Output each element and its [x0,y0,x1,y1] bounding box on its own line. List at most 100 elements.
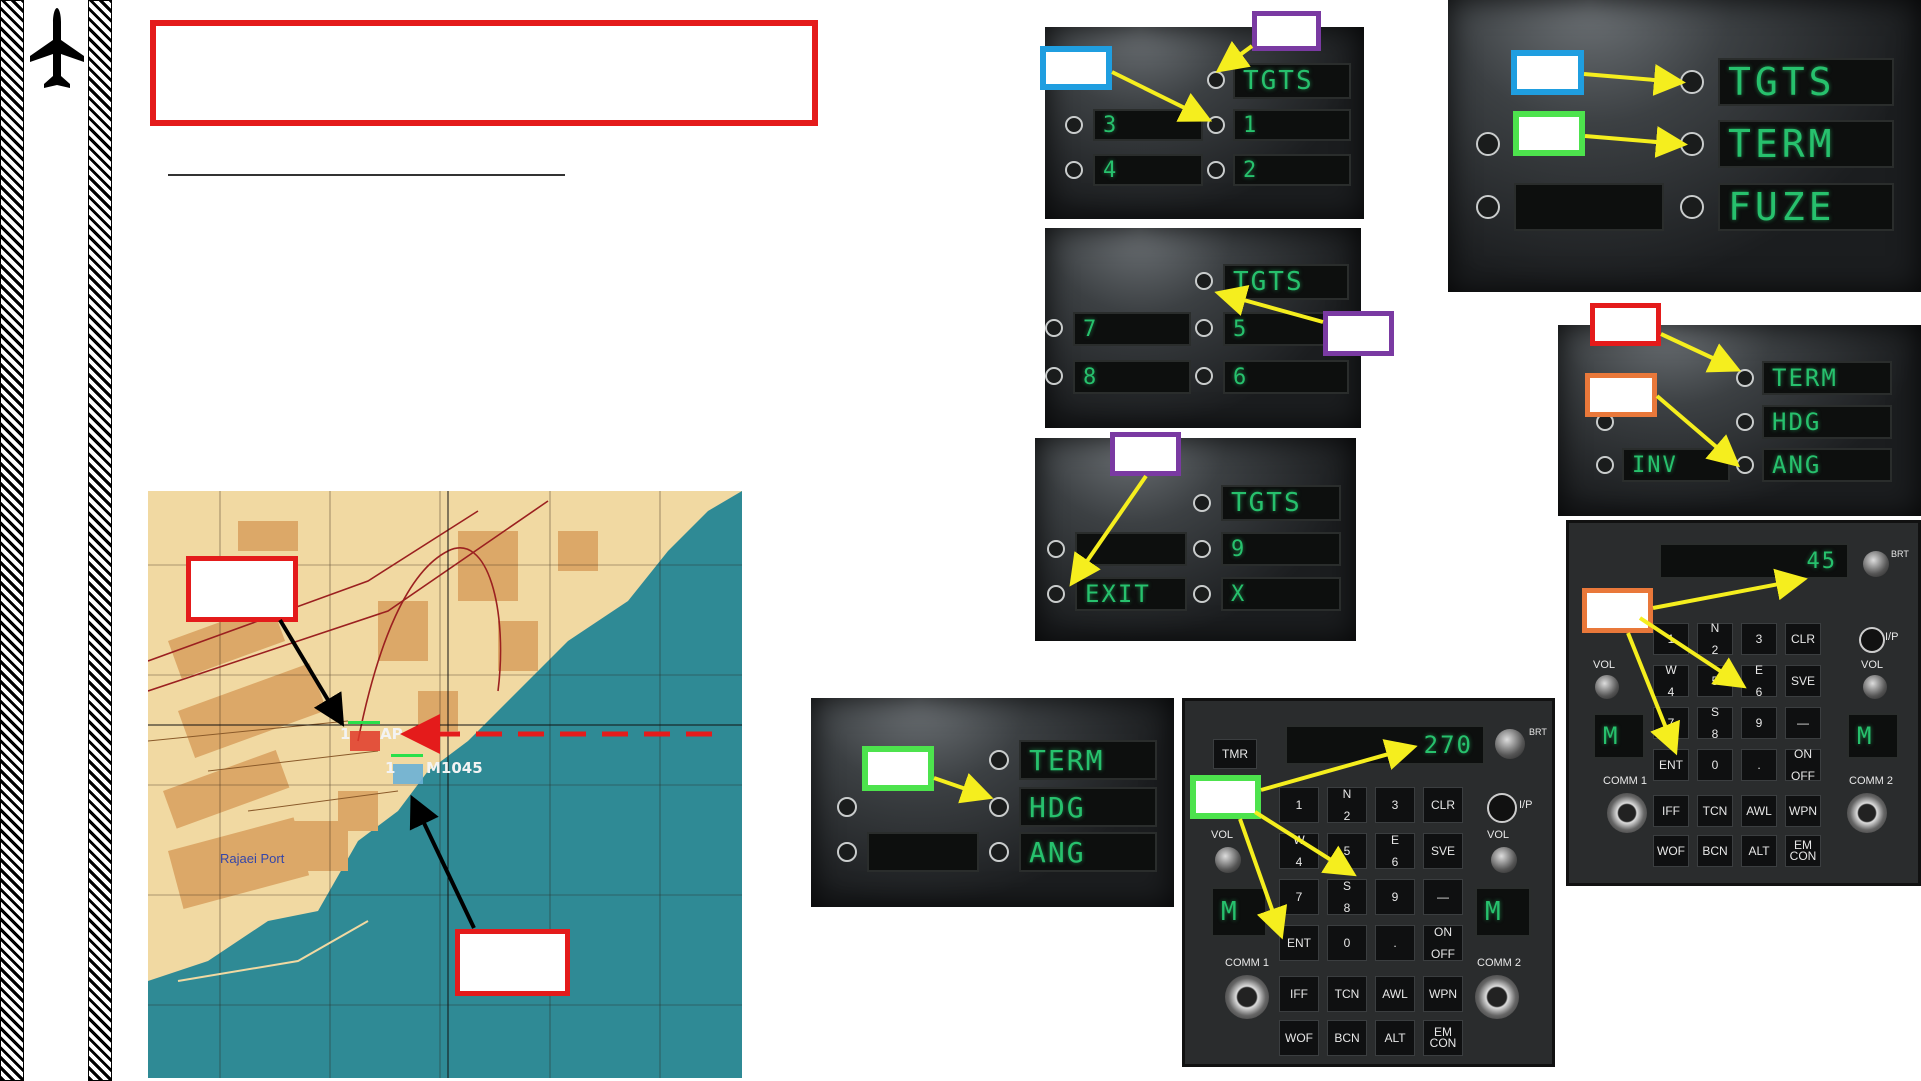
ufc-key-label: 3 [1391,797,1399,812]
ufc-key[interactable]: ENT [1653,749,1689,781]
osb-3[interactable] [1065,116,1083,134]
osb-left-b2[interactable] [837,842,857,862]
osb-term-b[interactable] [989,750,1009,770]
ufc-key[interactable]: 5 [1327,833,1367,869]
ufc-function-key[interactable]: AWL [1375,976,1415,1012]
osb-main-left-1[interactable] [1476,132,1500,156]
ufc-key[interactable]: 0 [1327,925,1367,961]
osb-hdg-b[interactable] [989,797,1009,817]
osb-left-b1[interactable] [837,797,857,817]
osb-exit[interactable] [1047,585,1065,603]
ufc-small-vol-knob-right[interactable] [1863,675,1887,699]
osb-ang[interactable] [1736,456,1754,474]
ufc-key[interactable]: ON OFF [1785,748,1821,782]
ufc-function-key[interactable]: IFF [1653,795,1689,827]
ufc-brt-knob[interactable] [1495,729,1525,759]
ufc-function-key[interactable]: BCN [1327,1020,1367,1056]
ufc-key[interactable]: 9 [1375,879,1415,915]
ufc-function-key[interactable]: ALT [1741,835,1777,867]
ufc-key[interactable]: — [1785,707,1821,739]
ufc-key[interactable]: 1 [1653,623,1689,655]
ufc-key[interactable]: 5 [1697,665,1733,697]
osb-2[interactable] [1207,161,1225,179]
ufc-ip-button[interactable] [1487,793,1517,823]
osb-tgts-1[interactable] [1207,71,1225,89]
osb-1[interactable] [1207,116,1225,134]
osb-4[interactable] [1065,161,1083,179]
osb-x[interactable] [1193,585,1211,603]
ufc-key[interactable]: ON OFF [1423,925,1463,961]
ufc-function-key[interactable]: WPN [1423,976,1463,1012]
ufc-vol-knob-left[interactable] [1215,847,1241,873]
ufc-function-key[interactable]: IFF [1279,976,1319,1012]
ufc-key[interactable]: SVE [1423,833,1463,869]
ufc-vol-knob-right[interactable] [1491,847,1517,873]
ufc-small-comm2-knob[interactable] [1847,793,1887,833]
ufc-key[interactable]: SVE [1785,665,1821,697]
ufc-key[interactable]: CLR [1785,623,1821,655]
ufc-function-key[interactable]: ALT [1375,1020,1415,1056]
osb-ang-b[interactable] [989,842,1009,862]
ufc-key[interactable]: CLR [1423,787,1463,823]
target2-number: 1 [385,759,396,777]
ufc-function-key[interactable]: WOF [1653,835,1689,867]
osb-main-tgts[interactable] [1680,70,1704,94]
ufc-comm1-knob[interactable] [1225,975,1269,1019]
osb-main-left-2[interactable] [1476,195,1500,219]
ufc-key[interactable]: — [1423,879,1463,915]
ufc-key[interactable]: 3 [1741,623,1777,655]
osb-9[interactable] [1193,540,1211,558]
ufc-function-key[interactable]: WPN [1785,795,1821,827]
osb-6[interactable] [1195,367,1213,385]
ufc-key-label: 7 [1295,889,1303,904]
ufc-large: TMR 270 BRT I/P VOL VOL M M COMM 1 COMM … [1182,698,1555,1067]
ufc-function-key[interactable]: TCN [1327,976,1367,1012]
osb-hdg[interactable] [1736,413,1754,431]
ufc-small-comm1-knob[interactable] [1607,793,1647,833]
ufc-key[interactable]: 3 [1375,787,1415,823]
ufc-function-key-label: ALT [1748,843,1770,858]
osb-main-fuze[interactable] [1680,195,1704,219]
ufc-function-key[interactable]: TCN [1697,795,1733,827]
ufc-small-brt-knob[interactable] [1863,551,1889,577]
ufc-key[interactable]: 7 [1279,879,1319,915]
ufc-key[interactable]: 7 [1653,707,1689,739]
osb-7[interactable] [1045,319,1063,337]
ufc-function-key-sublabel: CON [1429,1036,1457,1050]
ufc-function-key[interactable]: EM CON [1785,835,1821,867]
ufc-function-key[interactable]: BCN [1697,835,1733,867]
ufc-key[interactable]: 0 [1697,749,1733,781]
ufc-key[interactable]: . [1741,749,1777,781]
ufc-function-key[interactable]: WOF [1279,1020,1319,1056]
osb-main-term[interactable] [1680,132,1704,156]
ufc-key[interactable]: . [1375,925,1415,961]
ufc-small-vol-knob-left[interactable] [1595,675,1619,699]
osb-left-blank[interactable] [1047,540,1065,558]
osb-term[interactable] [1736,369,1754,387]
osb-5[interactable] [1195,319,1213,337]
ufc-key[interactable]: 1 [1279,787,1319,823]
osb-tgts-3[interactable] [1193,494,1211,512]
ddi-term-inv: TERM HDG ANG INV [1558,325,1921,516]
osb-8[interactable] [1045,367,1063,385]
ufc-key[interactable]: 9 [1741,707,1777,739]
ufc-function-key-sublabel: CON [1789,849,1817,863]
ufc-function-key-label: EM [1794,838,1812,852]
osb-tgts-2[interactable] [1195,272,1213,290]
ufc-function-key[interactable]: EM CON [1423,1020,1463,1056]
ufc-tmr-button[interactable]: TMR [1213,739,1257,769]
ufc-comm2-knob[interactable] [1475,975,1519,1019]
ufc-function-key[interactable]: AWL [1741,795,1777,827]
ufc-function-key-label: WPN [1429,986,1457,1001]
ufc-key[interactable]: ENT [1279,925,1319,961]
osb-inv[interactable] [1596,456,1614,474]
ufc-small-ip-button[interactable] [1859,627,1885,653]
